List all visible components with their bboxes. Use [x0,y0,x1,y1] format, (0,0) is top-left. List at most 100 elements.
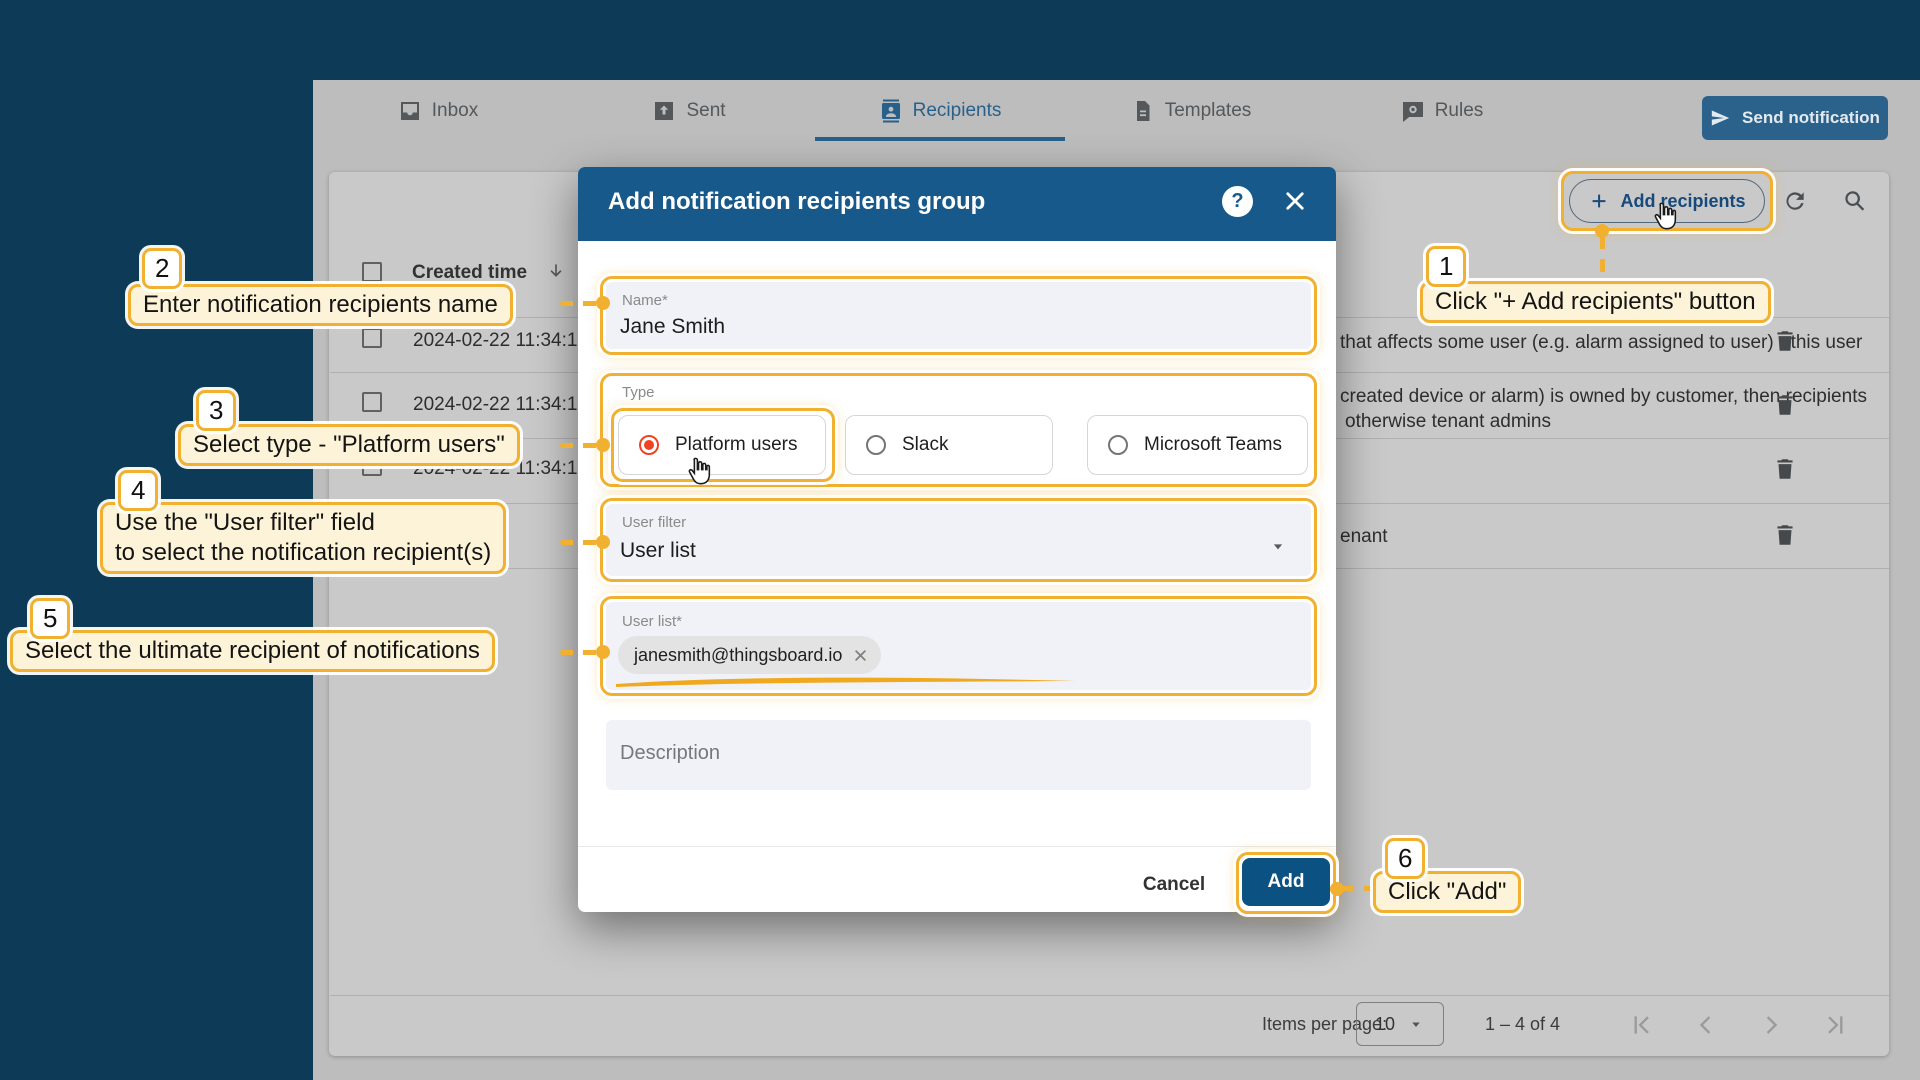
radio-platform-users[interactable]: Platform users [618,415,826,475]
add-recipients-label: Add recipients [1620,190,1746,211]
add-button[interactable]: Add [1242,858,1330,906]
connector-dot [596,645,610,659]
chip-remove-icon[interactable] [852,647,869,664]
radio-label: Platform users [675,434,798,455]
active-tab-underline [815,137,1065,141]
inbox-icon [398,99,422,123]
annotation-badge-1: 1 [1426,246,1467,287]
next-page-icon[interactable] [1758,1012,1784,1038]
user-filter-label: User filter [622,514,687,531]
close-icon[interactable] [1281,187,1309,215]
radio-unselected-icon[interactable] [866,435,886,455]
contacts-icon [879,99,903,123]
refresh-icon[interactable] [1782,188,1808,214]
row-description-fragment: that affects some user (e.g. alarm assig… [1340,332,1863,353]
tab-label: Sent [686,100,726,121]
description-placeholder: Description [620,742,721,764]
help-icon[interactable]: ? [1222,186,1253,217]
user-chip-label: janesmith@thingsboard.io [634,644,843,665]
hand-cursor-icon [688,457,711,485]
row-created-time: 2024-02-22 11:34:18 [413,394,589,415]
tab-label: Inbox [431,100,479,121]
annotation-badge-6: 6 [1385,838,1426,879]
items-per-page-select[interactable]: 10 [1356,1002,1444,1046]
annotation-text-line: to select the notification recipient(s) [115,539,492,566]
trash-icon[interactable] [1772,522,1798,548]
tab-sent[interactable]: Sent [564,84,814,138]
connector-dot [596,296,610,310]
tab-rules[interactable]: Rules [1317,84,1567,138]
annotation-box-4: Use the "User filter" field to select th… [100,502,507,574]
send-notification-button[interactable]: Send notification [1702,96,1888,140]
caret-down-icon [1407,1015,1425,1033]
tab-templates[interactable]: Templates [1066,84,1316,138]
annotation-text-line: Use the "User filter" field [115,509,375,536]
row-checkbox[interactable] [362,328,382,348]
annotation-box-6: Click "Add" [1373,871,1522,913]
tab-label: Rules [1434,100,1484,121]
connector-dot [596,438,610,452]
help-char: ? [1231,190,1244,212]
dialog-header [578,167,1336,241]
row-created-time: 2024-02-22 11:34:18 [413,330,589,351]
annotation-box-3: Select type - "Platform users" [178,424,520,466]
user-filter-value: User list [620,539,696,562]
connector-line [1600,236,1605,283]
type-group-label: Type [622,384,655,401]
annotation-badge-3: 3 [196,390,237,431]
hand-cursor-icon [1654,202,1677,230]
name-field[interactable] [606,282,1311,349]
sort-arrow-down-icon[interactable] [546,261,566,281]
items-per-page-value: 10 [1374,1013,1396,1034]
trash-icon[interactable] [1772,392,1798,418]
user-filter-field[interactable] [606,504,1311,576]
radio-selected-icon[interactable] [639,435,659,455]
send-icon [1710,108,1730,128]
connector-line [560,443,600,448]
connector-dot [596,535,610,549]
annotation-badge-2: 2 [142,248,183,289]
last-page-icon[interactable] [1823,1012,1849,1038]
row-description-fragment: enant [1340,526,1388,547]
row-description-fragment: otherwise tenant admins [1345,411,1551,432]
dialog-title: Add notification recipients group [608,188,986,215]
annotation-badge-5: 5 [30,598,71,639]
description-field[interactable] [606,720,1311,790]
gold-underline-swoosh [616,677,1076,687]
paginator-divider [330,995,1889,996]
paginator-range: 1 – 4 of 4 [1485,1014,1561,1034]
annotation-box-5: Select the ultimate recipient of notific… [10,630,495,672]
row-checkbox[interactable] [362,392,382,412]
name-field-value: Jane Smith [620,315,726,338]
caret-down-icon[interactable] [1268,536,1288,556]
cancel-button[interactable]: Cancel [1142,874,1206,895]
user-list-label: User list* [622,613,683,630]
templates-icon [1131,99,1155,123]
connector-line [1341,886,1373,891]
row-description-fragment: created device or alarm) is owned by cus… [1340,386,1867,407]
trash-icon[interactable] [1772,456,1798,482]
radio-slack[interactable]: Slack [845,415,1053,475]
tab-inbox[interactable]: Inbox [313,84,563,138]
radio-unselected-icon[interactable] [1108,435,1128,455]
connector-line [560,301,600,306]
first-page-icon[interactable] [1628,1012,1654,1038]
annotation-box-2: Enter notification recipients name [128,284,513,326]
radio-microsoft-teams[interactable]: Microsoft Teams [1087,415,1308,475]
tab-label: Recipients [912,100,1002,121]
items-per-page-label: Items per page: [1262,1014,1388,1034]
search-icon[interactable] [1842,188,1868,214]
trash-icon[interactable] [1772,328,1798,354]
rules-icon [1401,99,1425,123]
annotation-badge-4: 4 [118,470,159,511]
top-header-bar [313,0,1920,80]
prev-page-icon[interactable] [1693,1012,1719,1038]
user-chip[interactable]: janesmith@thingsboard.io [618,636,882,674]
select-all-checkbox[interactable] [362,262,382,282]
dialog-footer-divider [578,846,1336,847]
column-header-created-time[interactable]: Created time [412,262,528,283]
tab-recipients[interactable]: Recipients [815,84,1065,138]
connector-line [560,540,600,545]
connector-line [560,650,600,655]
